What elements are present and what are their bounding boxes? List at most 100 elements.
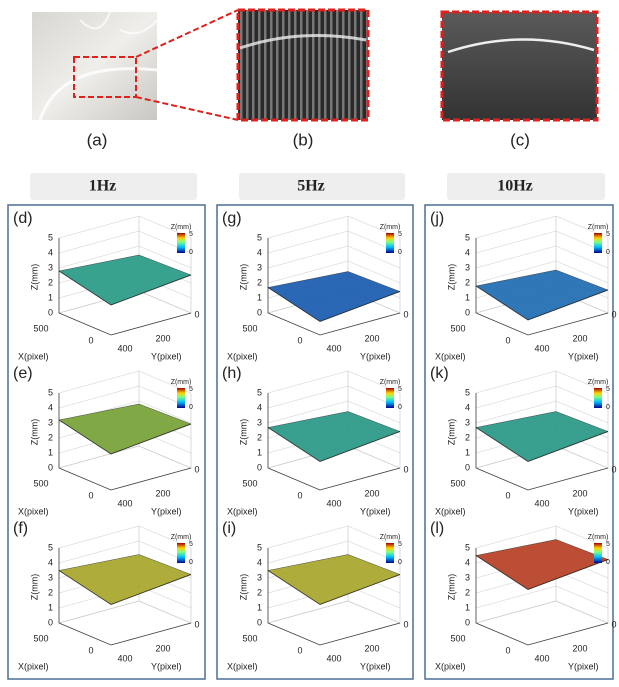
x-tick-label: 0 — [88, 490, 93, 500]
surface-ridge — [475, 555, 609, 591]
colorbar-tick: 0 — [398, 404, 402, 411]
surface — [267, 554, 401, 605]
z-axis-label: Z(mm) — [238, 419, 248, 446]
y-axis-label: Y(pixel) — [151, 351, 182, 361]
x-axis-label: X(pixel) — [435, 661, 466, 671]
z-tick-label: 0 — [257, 307, 262, 317]
y-axis-label: Y(pixel) — [360, 351, 391, 361]
colorbar — [386, 233, 394, 253]
y-tick-label: 400 — [534, 653, 549, 663]
z-tick-label: 2 — [465, 432, 470, 442]
colorbar — [177, 543, 185, 563]
z-tick-label: 4 — [48, 402, 53, 412]
y-tick-label: 200 — [572, 643, 587, 653]
y-tick-label: 0 — [611, 619, 616, 629]
x-axis-label: X(pixel) — [435, 351, 466, 361]
z-axis-label: Z(mm) — [238, 264, 248, 291]
y-tick-label: 400 — [117, 653, 132, 663]
z-tick-label: 0 — [465, 307, 470, 317]
column-header: 1Hz — [89, 178, 117, 195]
colorbar-label: Z(mm) — [171, 534, 192, 541]
colorbar-tick: 5 — [398, 541, 402, 548]
surface — [475, 411, 609, 462]
x-axis-label: X(pixel) — [227, 506, 258, 516]
z-tick-label: 3 — [465, 262, 470, 272]
y-tick-label: 200 — [364, 643, 379, 653]
z-tick-label: 3 — [48, 417, 53, 427]
axis-line — [58, 622, 192, 646]
z-tick-label: 0 — [465, 462, 470, 472]
z-tick-label: 4 — [257, 247, 262, 257]
z-tick-label: 1 — [48, 447, 53, 457]
colorbar — [594, 233, 602, 253]
x-tick-label: 500 — [450, 323, 465, 333]
colorbar — [177, 388, 185, 408]
grid-line — [267, 600, 401, 624]
plot: 012345(d)Z(mm)5000X(pixel)4002000Y(pixel… — [13, 210, 200, 361]
z-tick-label: 5 — [465, 542, 470, 552]
y-tick-label: 200 — [572, 488, 587, 498]
colorbar-tick: 5 — [606, 386, 610, 393]
colorbar-tick: 0 — [189, 249, 193, 256]
x-tick-label: 0 — [88, 645, 93, 655]
z-axis-label: Z(mm) — [238, 574, 248, 601]
image-label: (a) — [87, 130, 108, 149]
header-box — [239, 173, 405, 200]
y-tick-label: 200 — [572, 333, 587, 343]
axis-line — [475, 467, 609, 491]
y-axis-label: Y(pixel) — [568, 506, 599, 516]
y-tick-label: 400 — [117, 498, 132, 508]
colorbar-label: Z(mm) — [380, 224, 401, 231]
panel-label: (k) — [430, 365, 449, 382]
plot: 012345(k)Z(mm)5000X(pixel)4002000Y(pixel… — [430, 365, 617, 516]
x-axis-label: X(pixel) — [18, 506, 49, 516]
colorbar-tick: 5 — [606, 231, 610, 238]
colorbar-label: Z(mm) — [588, 534, 609, 541]
z-tick-label: 3 — [48, 572, 53, 582]
photo-a — [32, 12, 157, 120]
grid-line — [58, 600, 192, 624]
colorbar-tick: 5 — [606, 541, 610, 548]
surface-ridge — [267, 570, 401, 606]
y-tick-label: 200 — [155, 333, 170, 343]
x-tick-label: 0 — [505, 490, 510, 500]
panel-label: (d) — [13, 210, 33, 227]
plot: 012345(h)Z(mm)5000X(pixel)4002000Y(pixel… — [222, 365, 409, 516]
z-tick-label: 1 — [257, 292, 262, 302]
x-tick-label: 500 — [450, 633, 465, 643]
z-tick-label: 3 — [257, 417, 262, 427]
colorbar-tick: 0 — [398, 249, 402, 256]
y-tick-label: 0 — [194, 464, 199, 474]
colorbar-tick: 5 — [189, 541, 193, 548]
panel-label: (g) — [222, 210, 242, 227]
panel-label: (e) — [13, 365, 33, 382]
z-axis-label: Z(mm) — [446, 419, 456, 446]
x-tick-label: 0 — [88, 335, 93, 345]
floor — [57, 600, 193, 646]
axis-line — [267, 467, 401, 491]
z-tick-label: 4 — [257, 402, 262, 412]
y-tick-label: 400 — [326, 498, 341, 508]
z-tick-label: 4 — [257, 557, 262, 567]
y-axis-label: Y(pixel) — [568, 351, 599, 361]
colorbar-tick: 0 — [189, 404, 193, 411]
y-tick-label: 0 — [403, 619, 408, 629]
z-axis-label: Z(mm) — [29, 264, 39, 291]
axis-line — [58, 467, 192, 491]
panel-label: (h) — [222, 365, 242, 382]
z-axis-label: Z(mm) — [29, 419, 39, 446]
colorbar-tick: 0 — [606, 249, 610, 256]
header-box — [447, 173, 605, 200]
floor — [474, 600, 610, 646]
z-tick-label: 0 — [257, 462, 262, 472]
z-tick-label: 0 — [48, 307, 53, 317]
colorbar-label: Z(mm) — [588, 379, 609, 386]
panel-label: (i) — [222, 520, 236, 537]
z-tick-label: 5 — [257, 387, 262, 397]
colorbar-label: Z(mm) — [171, 224, 192, 231]
z-axis-label: Z(mm) — [446, 574, 456, 601]
surface-ridge — [58, 419, 192, 455]
z-tick-label: 5 — [257, 542, 262, 552]
column-header: 10Hz — [497, 178, 533, 195]
y-axis-label: Y(pixel) — [360, 661, 391, 671]
